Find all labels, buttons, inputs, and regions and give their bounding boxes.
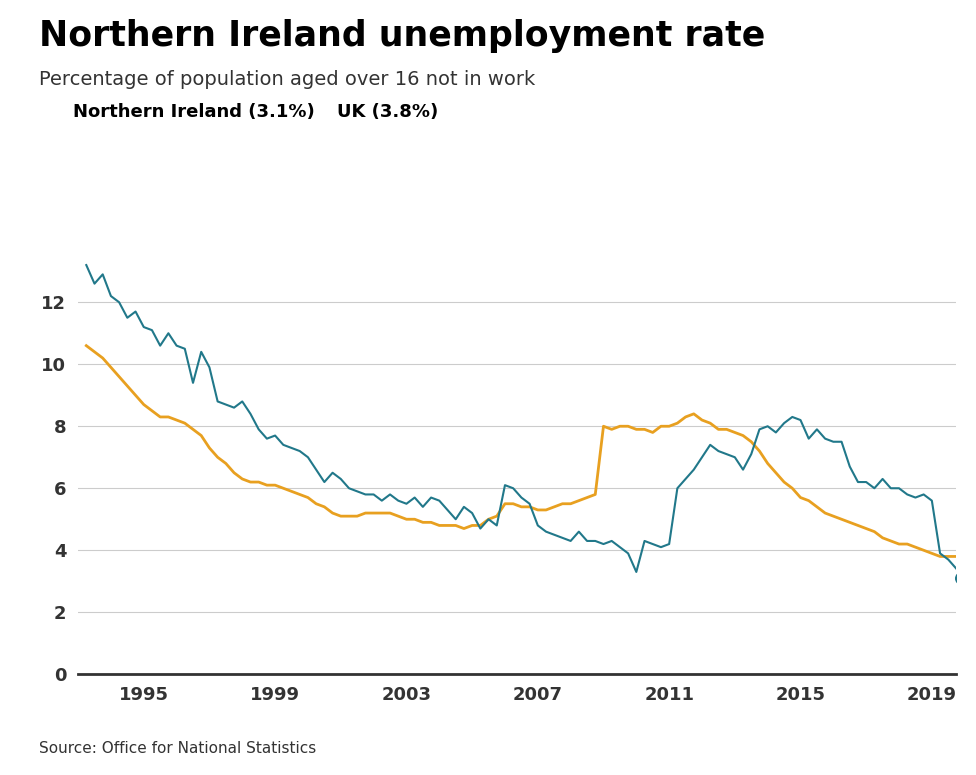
Text: Percentage of population aged over 16 not in work: Percentage of population aged over 16 no… [39,70,535,89]
Text: Northern Ireland unemployment rate: Northern Ireland unemployment rate [39,19,765,53]
Point [954,572,969,584]
Text: B: B [891,739,901,753]
Text: Northern Ireland (3.1%): Northern Ireland (3.1%) [73,103,315,122]
Text: Source: Office for National Statistics: Source: Office for National Statistics [39,741,316,756]
Text: B: B [855,739,865,753]
Text: C: C [927,739,937,753]
Text: UK (3.8%): UK (3.8%) [337,103,438,122]
